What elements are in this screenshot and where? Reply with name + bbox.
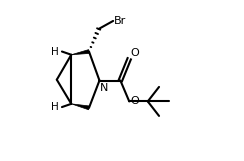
Polygon shape xyxy=(71,104,89,110)
Text: O: O xyxy=(131,96,139,106)
Text: Br: Br xyxy=(114,16,126,26)
Text: O: O xyxy=(131,48,139,58)
Text: H: H xyxy=(51,47,59,57)
Polygon shape xyxy=(71,50,89,55)
Text: N: N xyxy=(100,83,109,93)
Text: H: H xyxy=(51,102,59,112)
